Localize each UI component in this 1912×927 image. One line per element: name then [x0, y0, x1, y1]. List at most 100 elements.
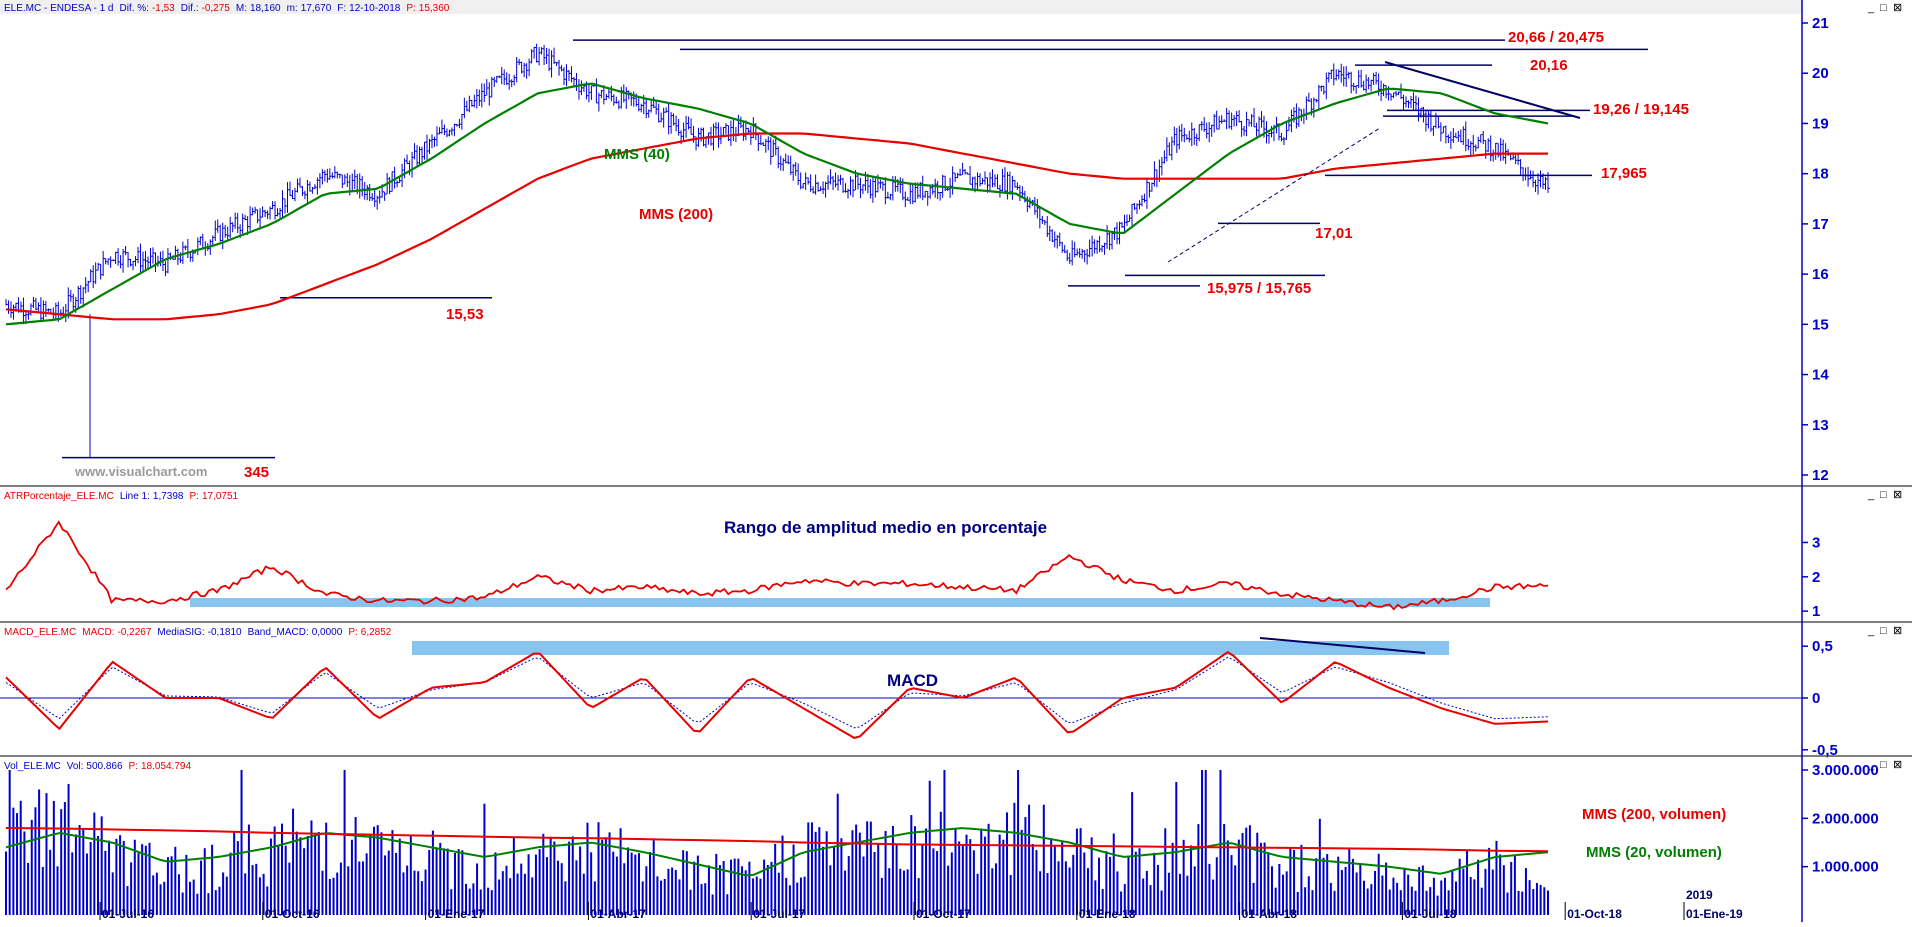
volume-bar — [932, 848, 935, 915]
volume-bar — [1300, 844, 1303, 915]
x-axis-tick-label: 01-Ene-19 — [1686, 907, 1743, 921]
volume-bar — [1120, 891, 1123, 915]
volume-bar — [501, 871, 504, 915]
volume-bar — [189, 881, 192, 915]
volume-bar — [542, 833, 545, 915]
volume-bar — [814, 831, 817, 915]
volume-bar — [325, 822, 328, 915]
volume-bar — [987, 823, 990, 915]
volume-bar — [255, 863, 258, 915]
volume-bar — [718, 865, 721, 915]
x-axis-tick-label: 01-Jul-18 — [1404, 907, 1456, 921]
volume-bar — [435, 848, 438, 915]
volume-panel-controls: _ □ ⊠ — [1867, 759, 1902, 771]
volume-panel-header: Vol_ELE.MC Vol: 500.866 P: 18.054.794 — [4, 761, 191, 772]
volume-bar — [1190, 845, 1193, 915]
volume-bar — [133, 839, 136, 915]
maximize-icon[interactable]: □ — [1880, 759, 1887, 771]
volume-bar — [1454, 881, 1457, 915]
minimize-icon[interactable]: _ — [1867, 625, 1875, 637]
minimize-icon[interactable]: _ — [1867, 759, 1875, 771]
close-icon[interactable]: ⊠ — [1893, 625, 1902, 637]
minimize-icon[interactable]: _ — [1867, 2, 1875, 14]
volume-bar — [295, 831, 298, 915]
volume-bar — [314, 835, 317, 915]
volume-bar — [840, 838, 843, 915]
close-icon[interactable]: ⊠ — [1893, 489, 1902, 501]
volume-bar — [516, 873, 519, 915]
volume-bar — [71, 852, 74, 915]
volume-bar — [16, 813, 19, 915]
maximize-icon[interactable]: □ — [1880, 625, 1887, 637]
volume-bar — [406, 865, 409, 915]
volume-bar — [104, 850, 107, 915]
volume-bar — [236, 841, 239, 915]
volume-bar — [1403, 867, 1406, 915]
volume-bar — [1429, 887, 1432, 915]
volume-bar — [1440, 880, 1443, 915]
volume-bar — [1160, 890, 1163, 915]
volume-bar — [1020, 829, 1023, 915]
volume-bar — [380, 832, 383, 915]
volume-bar — [303, 848, 306, 915]
price-panel-header: ELE.MC - ENDESA - 1 d Dif. %: -1,53 Dif.: -0… — [4, 3, 450, 14]
volume-bar — [262, 873, 265, 915]
vol-mms200-label: MMS (200, volumen) — [1582, 806, 1726, 823]
trendline-macd-divergence — [1259, 637, 1426, 654]
volume-bar — [1024, 817, 1027, 915]
volume-bar — [1421, 865, 1424, 915]
volume-bar — [1259, 842, 1262, 915]
volume-bar — [1326, 854, 1329, 915]
minimize-icon[interactable]: _ — [1867, 489, 1875, 501]
volume-bar — [822, 846, 825, 915]
maximize-icon[interactable]: □ — [1880, 489, 1887, 501]
moving-averages — [5, 82, 1549, 326]
volume-bar — [1296, 892, 1299, 915]
volume-bar — [700, 884, 703, 915]
volume-bar — [799, 877, 802, 915]
level-label-1926: 19,26 / 19,145 — [1593, 101, 1689, 118]
macd-axis-tick-label: -0,5 — [1812, 742, 1838, 759]
volume-bar — [332, 877, 335, 915]
volume-bar — [619, 828, 622, 915]
mms200-label: MMS (200) — [639, 206, 713, 223]
volume-bar — [829, 865, 832, 915]
level-label-1701: 17,01 — [1315, 225, 1353, 242]
maximize-icon[interactable]: □ — [1880, 2, 1887, 14]
volume-bar — [244, 873, 247, 915]
volume-bar — [531, 877, 534, 915]
volume-bar — [641, 881, 644, 915]
volume-bar — [1046, 873, 1049, 915]
level-label-1345: 345 — [244, 464, 269, 481]
volume-bar — [82, 828, 85, 915]
volume-bar — [1340, 870, 1343, 915]
vol-mms200-line — [5, 827, 1549, 853]
volume-bar — [1230, 855, 1233, 915]
volume-bar — [1175, 782, 1178, 915]
volume-bar — [1208, 863, 1211, 915]
volume-bar — [1223, 824, 1226, 915]
volume-bar — [358, 861, 361, 915]
volume-bar — [1116, 871, 1119, 915]
volume-bar — [604, 837, 607, 915]
volume-bar — [950, 852, 953, 915]
volume-bar — [1278, 863, 1281, 915]
volume-bar — [1528, 880, 1531, 915]
volume-bar — [1318, 818, 1321, 915]
volume-bar — [1186, 875, 1189, 915]
volume-bar — [1436, 895, 1439, 915]
volume-bar — [200, 860, 203, 915]
volume-bar — [634, 854, 637, 915]
volume-bar — [1366, 888, 1369, 915]
close-icon[interactable]: ⊠ — [1893, 759, 1902, 771]
close-icon[interactable]: ⊠ — [1893, 2, 1902, 14]
volume-bar — [1145, 870, 1148, 915]
volume-bar — [1407, 874, 1410, 915]
volume-bar — [1521, 891, 1524, 915]
volume-bar — [759, 878, 762, 915]
level-label-15975: 15,975 / 15,765 — [1207, 280, 1311, 297]
volume-bar — [420, 881, 423, 915]
volume-bar — [1304, 887, 1307, 915]
volume-bar — [141, 844, 144, 915]
